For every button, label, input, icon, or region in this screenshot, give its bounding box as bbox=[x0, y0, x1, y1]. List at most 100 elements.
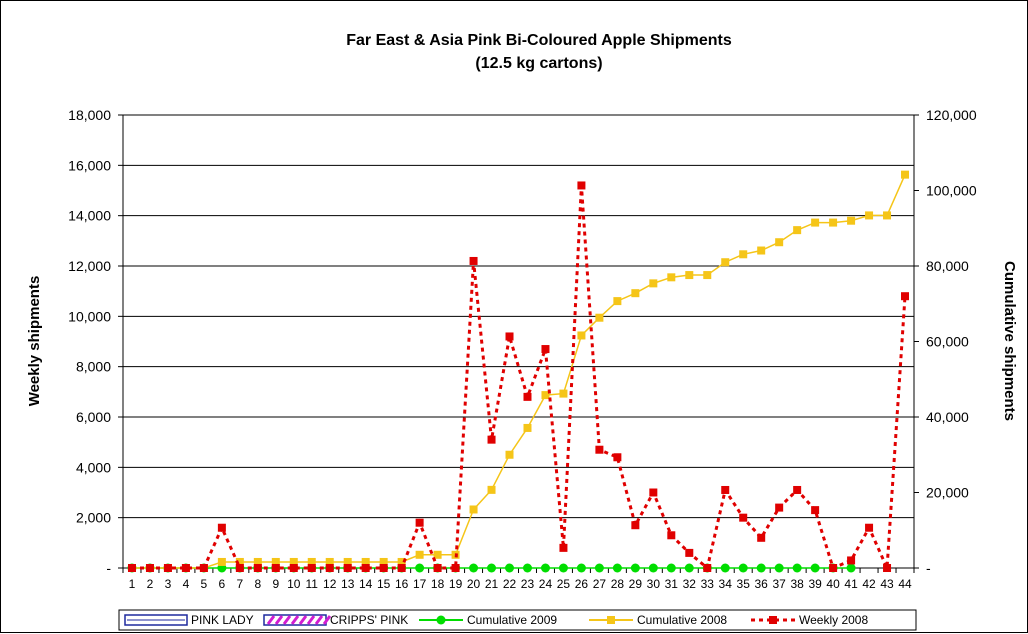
data-point bbox=[703, 564, 712, 572]
data-point bbox=[415, 518, 424, 527]
data-point bbox=[631, 289, 640, 298]
legend-swatch-hatch bbox=[274, 615, 284, 625]
x-tick-label: 33 bbox=[701, 577, 715, 591]
y-left-tick-label: 10,000 bbox=[68, 308, 111, 324]
data-point bbox=[756, 563, 766, 573]
data-point bbox=[649, 279, 658, 288]
y-right-tick-label: 120,000 bbox=[926, 107, 977, 123]
data-point bbox=[235, 564, 244, 572]
x-tick-label: 9 bbox=[272, 577, 279, 591]
data-point bbox=[127, 564, 136, 572]
data-point bbox=[612, 563, 622, 573]
data-point bbox=[343, 557, 352, 566]
data-point bbox=[361, 557, 370, 566]
legend-item: Weekly 2008 bbox=[751, 613, 868, 627]
legend-swatch-hatch bbox=[306, 615, 316, 625]
data-point bbox=[289, 564, 298, 572]
x-tick-label: 23 bbox=[521, 577, 535, 591]
y-right-tick-label: - bbox=[926, 560, 931, 576]
data-point bbox=[199, 564, 208, 572]
data-point bbox=[433, 564, 442, 572]
data-point bbox=[865, 523, 874, 532]
data-point bbox=[307, 564, 316, 572]
legend-item: CRIPPS' PINK bbox=[263, 613, 408, 627]
x-tick-label: 6 bbox=[219, 577, 226, 591]
x-tick-label: 13 bbox=[341, 577, 355, 591]
x-tick-label: 19 bbox=[449, 577, 463, 591]
x-tick-label: 32 bbox=[683, 577, 697, 591]
x-tick-label: 4 bbox=[183, 577, 190, 591]
series-cumulative-2008 bbox=[127, 170, 910, 572]
data-point bbox=[883, 211, 892, 220]
data-point bbox=[846, 563, 856, 573]
data-point bbox=[487, 435, 496, 444]
data-point bbox=[793, 226, 802, 235]
x-tick-label: 39 bbox=[808, 577, 822, 591]
y-left-axis-title: Weekly shipments bbox=[26, 276, 43, 407]
data-point bbox=[847, 556, 856, 565]
data-point bbox=[469, 505, 478, 514]
data-point bbox=[721, 258, 730, 267]
data-point bbox=[523, 423, 532, 432]
x-tick-label: 37 bbox=[772, 577, 786, 591]
y-right-tick-label: 40,000 bbox=[926, 409, 969, 425]
x-tick-label: 3 bbox=[165, 577, 172, 591]
data-point bbox=[487, 485, 496, 494]
legend-label: PINK LADY bbox=[191, 613, 254, 627]
y-left-tick-label: 16,000 bbox=[68, 157, 111, 173]
data-point bbox=[720, 563, 730, 573]
data-point bbox=[775, 238, 784, 247]
data-point bbox=[577, 181, 586, 190]
x-tick-label: 26 bbox=[575, 577, 589, 591]
y-right-tick-labels: - 20,000 40,000 60,000 80,000 100,000 120,000 bbox=[926, 107, 977, 576]
data-point bbox=[576, 563, 586, 573]
x-tick-label: 24 bbox=[539, 577, 553, 591]
x-tick-label: 41 bbox=[844, 577, 858, 591]
data-point bbox=[379, 564, 388, 572]
x-tick-label: 38 bbox=[790, 577, 804, 591]
x-tick-label: 40 bbox=[826, 577, 840, 591]
data-point bbox=[217, 557, 226, 566]
data-point bbox=[505, 450, 514, 459]
data-point bbox=[235, 557, 244, 566]
x-tick-label: 2 bbox=[147, 577, 154, 591]
x-tick-label: 31 bbox=[665, 577, 679, 591]
x-tick-label: 18 bbox=[431, 577, 445, 591]
data-point bbox=[217, 523, 226, 532]
data-point bbox=[883, 564, 892, 572]
y-right-tick-label: 60,000 bbox=[926, 334, 969, 350]
legend-label: Cumulative 2009 bbox=[467, 613, 557, 627]
legend-item: PINK LADY bbox=[124, 613, 254, 627]
data-point bbox=[757, 246, 766, 255]
data-point bbox=[739, 250, 748, 259]
x-tick-label: 30 bbox=[647, 577, 661, 591]
x-tick-label: 17 bbox=[413, 577, 427, 591]
data-point bbox=[253, 557, 262, 566]
x-tick-label: 35 bbox=[737, 577, 751, 591]
data-point bbox=[738, 563, 748, 573]
data-point bbox=[145, 564, 154, 572]
data-point bbox=[595, 445, 604, 454]
data-point bbox=[829, 564, 838, 572]
data-point bbox=[253, 564, 262, 572]
data-point bbox=[630, 563, 640, 573]
data-point bbox=[649, 488, 658, 497]
data-point bbox=[559, 543, 568, 552]
data-point bbox=[469, 563, 479, 573]
x-tick-label: 42 bbox=[862, 577, 876, 591]
y-left-tick-label: 14,000 bbox=[68, 208, 111, 224]
data-point bbox=[613, 297, 622, 306]
x-tick-label: 43 bbox=[880, 577, 894, 591]
legend-label: Weekly 2008 bbox=[799, 613, 868, 627]
data-point bbox=[379, 557, 388, 566]
x-tick-label: 7 bbox=[237, 577, 244, 591]
data-point bbox=[558, 563, 568, 573]
y-left-tick-label: 4,000 bbox=[76, 459, 111, 475]
data-point bbox=[901, 292, 910, 301]
data-point bbox=[648, 563, 658, 573]
x-tick-labels: 1 2 3 4 5 6 7 8 9 10 11 12 13 14 15 16 17 18 19 20 21 22 23 24 2… bbox=[129, 577, 912, 591]
data-point bbox=[541, 391, 550, 400]
data-point bbox=[685, 548, 694, 557]
y-left-tick-label: 2,000 bbox=[76, 510, 111, 526]
